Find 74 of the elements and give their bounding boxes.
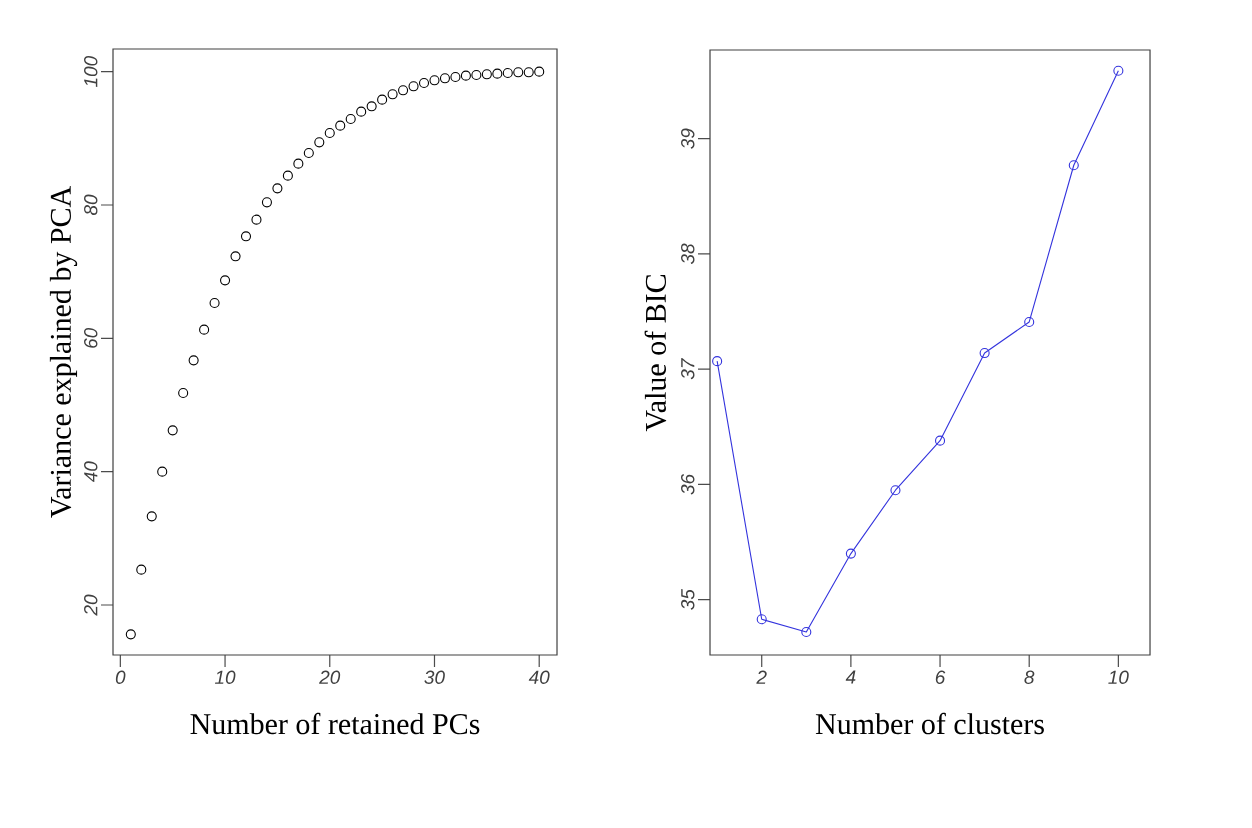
x-tick-label: 2	[756, 670, 767, 684]
y-tick-label: 100	[84, 55, 98, 88]
x-axis-title: Number of clusters	[815, 712, 1044, 735]
point	[240, 231, 252, 242]
point	[303, 147, 314, 159]
y-tick-label: 38	[681, 243, 695, 265]
point	[801, 626, 812, 637]
point	[979, 348, 990, 359]
point	[471, 69, 482, 81]
point	[345, 113, 356, 125]
point	[125, 629, 136, 640]
y-tick-label: 37	[681, 358, 695, 380]
point	[157, 466, 168, 477]
point	[199, 324, 210, 335]
point	[209, 297, 220, 309]
point	[460, 70, 471, 81]
point	[1024, 316, 1035, 328]
y-axis-title: Variance explained by PCA	[49, 185, 78, 518]
y-tick-label: 35	[681, 589, 695, 610]
point	[220, 275, 231, 286]
x-tick-label: 8	[1024, 670, 1035, 684]
point	[890, 485, 901, 496]
x-tick-label: 4	[845, 670, 856, 684]
point	[450, 71, 461, 83]
point	[136, 564, 147, 575]
x-tick-label: 6	[935, 670, 946, 684]
x-tick-label: 10	[1108, 670, 1129, 684]
x-axis-title: Number of retained PCs	[190, 712, 480, 735]
point	[335, 120, 346, 131]
point	[146, 511, 157, 522]
y-axis-title: Value of BIC	[644, 275, 667, 432]
point	[1068, 160, 1079, 171]
y-tick-label: 40	[84, 461, 98, 483]
point	[845, 548, 856, 559]
point	[513, 67, 524, 78]
point	[356, 106, 367, 117]
y-tick-label: 36	[681, 473, 695, 495]
point	[282, 170, 293, 181]
y-tick-label: 39	[681, 128, 695, 149]
point	[934, 435, 946, 446]
point	[481, 69, 492, 80]
point	[377, 94, 388, 105]
point	[712, 356, 723, 367]
y-tick-label: 80	[84, 194, 98, 216]
point	[534, 66, 545, 77]
x-tick-label: 40	[528, 670, 550, 684]
point	[251, 214, 262, 225]
point	[398, 85, 409, 96]
point	[439, 73, 451, 84]
x-tick-label: 10	[214, 670, 236, 684]
point	[387, 89, 398, 100]
point	[272, 183, 283, 194]
y-tick-label: 60	[84, 327, 98, 348]
point	[366, 101, 377, 112]
point	[324, 127, 335, 139]
point	[188, 355, 199, 366]
point	[429, 75, 440, 86]
point	[502, 67, 513, 79]
y-tick-label: 20	[84, 594, 98, 616]
point	[178, 387, 189, 399]
point	[1113, 65, 1124, 76]
x-tick-label: 30	[424, 670, 445, 684]
point	[167, 425, 178, 436]
x-tick-label: 0	[115, 670, 126, 684]
point	[293, 158, 304, 169]
point	[756, 614, 767, 625]
point	[418, 77, 430, 89]
point	[261, 197, 272, 208]
point	[492, 68, 503, 79]
x-tick-label: 20	[319, 670, 341, 684]
point	[523, 67, 534, 78]
point	[314, 137, 325, 148]
point	[230, 251, 241, 262]
point	[408, 81, 419, 92]
